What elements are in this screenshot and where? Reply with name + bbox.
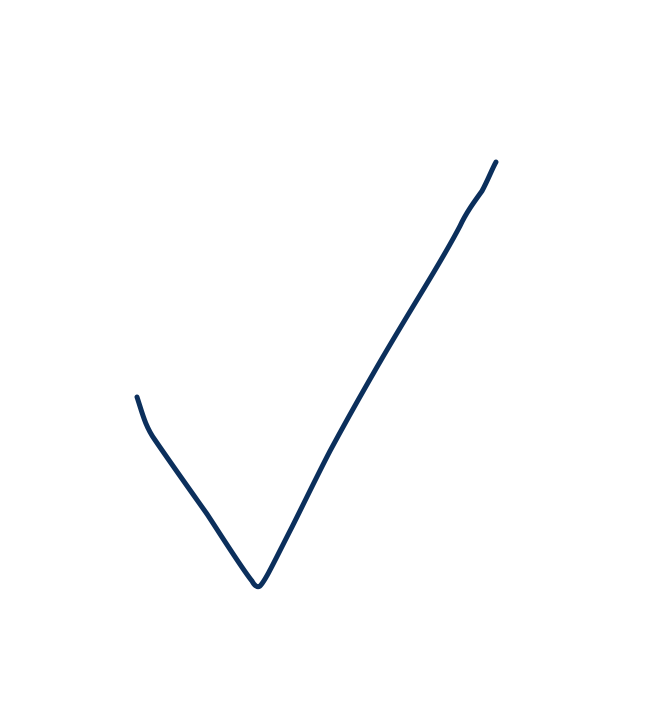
checkmark-stroke bbox=[134, 159, 499, 590]
